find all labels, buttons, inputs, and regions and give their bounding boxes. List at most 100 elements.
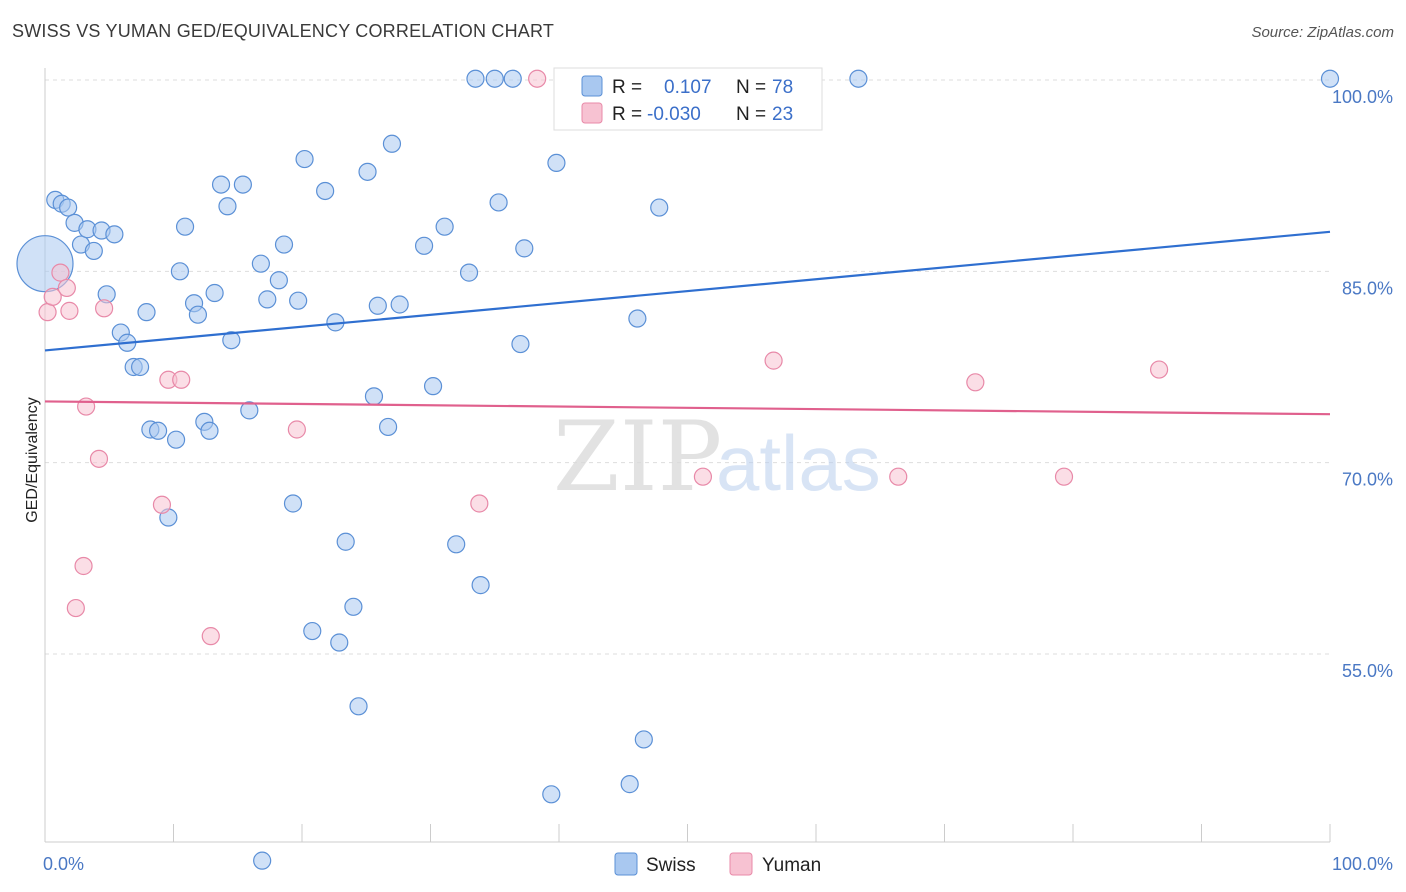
swiss-point (251, 254, 270, 273)
swiss-point (364, 387, 384, 406)
swiss-point (390, 295, 409, 314)
swiss-point (330, 633, 349, 652)
y-axis-label: GED/Equivalency (24, 397, 41, 522)
yuman-point (77, 397, 96, 416)
swiss-point (289, 291, 308, 310)
legend-n-label-swiss: N = (736, 77, 766, 98)
swiss-point (188, 305, 208, 324)
swiss-point (148, 421, 168, 440)
swiss-point (382, 134, 402, 153)
swiss-point (349, 697, 368, 716)
yuman-point (152, 495, 172, 514)
watermark-zip: ZIP (553, 401, 722, 513)
legend-swatch-yuman (581, 102, 603, 124)
swiss-point (316, 181, 335, 201)
swiss-point (471, 576, 490, 595)
chart-title: SWISS VS YUMAN GED/EQUIVALENCY CORRELATI… (12, 21, 555, 41)
yuman-point (51, 263, 70, 282)
swiss-point (240, 401, 259, 420)
swiss-point (628, 309, 647, 328)
bottom-legend-swatch-swiss (614, 852, 638, 876)
x-tick-label: 100.0% (1332, 854, 1393, 874)
swiss-point (200, 421, 219, 440)
yuman-point (287, 420, 306, 439)
bottom-legend-swatch-yuman (729, 852, 753, 876)
yuman-point (66, 598, 85, 618)
yuman-point (470, 494, 489, 513)
swiss-point (222, 331, 241, 350)
legend-swatch-swiss (581, 75, 603, 97)
legend-n-value-yuman: 23 (772, 104, 793, 125)
yuman-point (57, 278, 76, 298)
bottom-legend-label-yuman: Yuman (762, 855, 821, 876)
swiss-point (218, 197, 237, 216)
swiss-point (485, 69, 504, 88)
swiss-point (489, 193, 508, 212)
swiss-point (368, 296, 387, 315)
swiss-point (269, 271, 288, 290)
swiss-point (105, 225, 124, 244)
swiss-point (378, 417, 398, 437)
swiss-point (59, 198, 78, 217)
yuman-point (201, 627, 220, 646)
swiss-point (435, 217, 454, 236)
swiss-point (515, 239, 534, 258)
yuman-point (889, 467, 908, 486)
swiss-point (1320, 69, 1340, 88)
yuman-point (43, 287, 62, 306)
y-tick-label: 70.0% (1342, 470, 1393, 490)
yuman-point (95, 299, 114, 318)
legend-r-label-yuman: R = (612, 104, 642, 125)
swiss-point (503, 69, 522, 88)
yuman-point (764, 351, 783, 370)
swiss-point (358, 162, 377, 181)
swiss-point (137, 303, 156, 322)
swiss-point (336, 532, 355, 551)
yuman-point (966, 373, 985, 392)
swiss-point (84, 241, 103, 261)
swiss-point (650, 198, 669, 217)
swiss-point (175, 217, 195, 236)
swiss-point (447, 535, 466, 554)
yuman-point (60, 301, 79, 320)
yuman-point (89, 449, 109, 468)
yuman-point (528, 69, 547, 88)
swiss-point (547, 153, 566, 173)
swiss-point (511, 334, 530, 354)
swiss-point (253, 851, 272, 870)
legend-n-label-yuman: N = (736, 104, 766, 125)
bottom-legend-label-swiss: Swiss (646, 855, 696, 876)
tick-labels: 100.0% 85.0% 70.0% 55.0% 0.0% 100.0% (43, 87, 1393, 874)
yuman-point (1149, 360, 1169, 379)
swiss-point (233, 175, 252, 194)
swiss-trend-line (44, 230, 1331, 352)
swiss-point (258, 290, 277, 309)
swiss-point (166, 430, 186, 449)
swiss-point (849, 69, 868, 88)
swiss-point (130, 357, 150, 377)
swiss-point (303, 621, 322, 641)
yuman-points (38, 69, 1169, 646)
legend-n-value-swiss: 78 (772, 77, 793, 98)
swiss-point (542, 785, 561, 804)
swiss-point (466, 69, 485, 88)
y-tick-label: 55.0% (1342, 661, 1393, 681)
swiss-point (205, 283, 224, 303)
swiss-point (274, 235, 294, 254)
yuman-point (172, 370, 191, 389)
x-tick-label: 0.0% (43, 854, 84, 874)
gridlines (45, 79, 1330, 655)
bottom-legend: Swiss Yuman (614, 852, 821, 876)
axes (44, 68, 1331, 843)
y-tick-label: 85.0% (1342, 278, 1393, 298)
watermark: ZIP atlas (553, 401, 881, 513)
y-tick-label: 100.0% (1332, 87, 1393, 107)
yuman-point (693, 467, 713, 486)
legend-r-value-swiss: 0.107 (664, 77, 712, 98)
legend-r-label-swiss: R = (612, 77, 642, 98)
swiss-point (459, 263, 479, 282)
swiss-point (634, 730, 653, 749)
watermark-atlas: atlas (716, 419, 881, 507)
legend-r-value-yuman: -0.030 (647, 104, 701, 125)
yuman-point (38, 303, 57, 322)
